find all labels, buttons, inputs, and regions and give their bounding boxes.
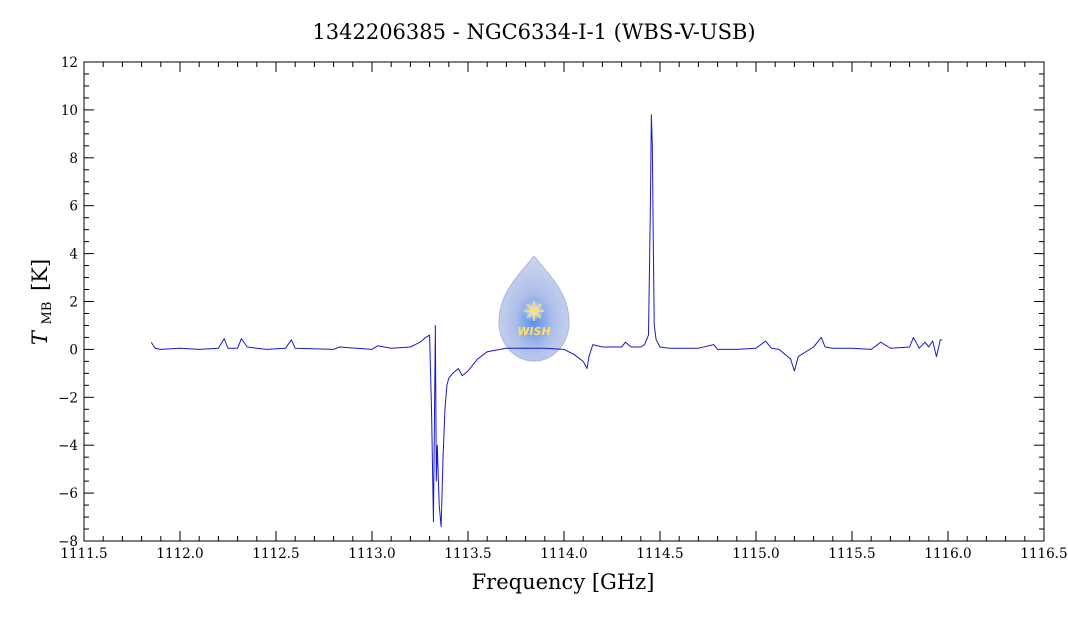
y-tick-label: −6 (58, 486, 78, 502)
x-tick-label: 1113.0 (348, 546, 395, 562)
x-tick-label: 1115.0 (732, 546, 779, 562)
x-tick-label: 1116.0 (924, 546, 971, 562)
y-tick-label: −2 (58, 390, 78, 406)
y-axis-label: T MB [K] (28, 259, 56, 345)
x-tick-label: 1114.0 (540, 546, 587, 562)
wish-logo: WISH (498, 255, 570, 362)
x-tick-label: 1116.5 (1020, 546, 1067, 562)
wish-logo-text: WISH (517, 325, 550, 338)
y-tick-label: 4 (69, 247, 78, 263)
y-axis-label-unit: [K] (28, 259, 52, 291)
y-axis-label-symbol: T (28, 329, 52, 345)
y-tick-label: 0 (69, 342, 78, 358)
spectrum-line (150, 114, 943, 528)
y-tick-label: −8 (58, 534, 78, 550)
x-tick-label: 1111.5 (60, 546, 107, 562)
chart-title: 1342206385 - NGC6334-I-1 (WBS-V-USB) (312, 20, 755, 44)
y-tick-label: 2 (69, 295, 78, 311)
y-tick-label: 12 (61, 55, 78, 71)
x-tick-label: 1113.5 (444, 546, 491, 562)
x-tick-label: 1114.5 (636, 546, 683, 562)
x-tick-label: 1112.5 (252, 546, 299, 562)
x-tick-label: 1112.0 (156, 546, 203, 562)
y-tick-label: 10 (61, 103, 78, 119)
y-tick-label: 6 (69, 199, 78, 215)
svg-text:T MB [K]: T MB [K] (28, 259, 56, 345)
y-axis-label-subscript: MB (40, 302, 55, 325)
x-tick-label: 1115.5 (828, 546, 875, 562)
x-axis-label: Frequency [GHz] (472, 570, 655, 594)
y-tick-label: −4 (58, 438, 78, 454)
y-tick-label: 8 (69, 151, 78, 167)
star-icon (524, 301, 544, 321)
